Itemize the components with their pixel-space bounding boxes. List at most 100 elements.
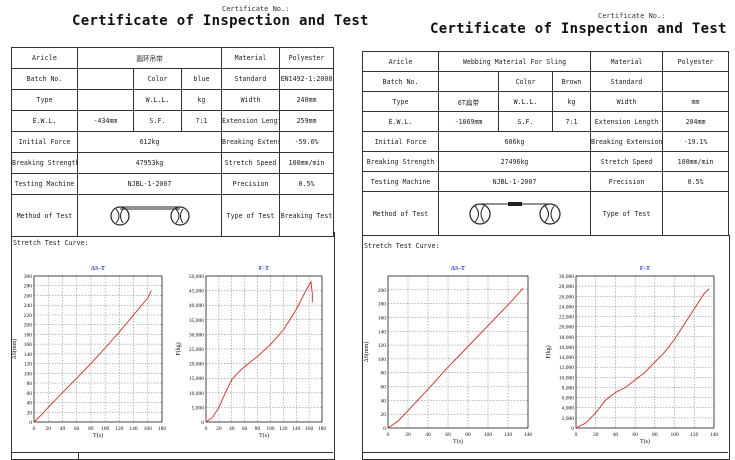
x-axis-label: T(s) [93,432,103,439]
initial-force-label: Initial Force [362,131,439,152]
y-tick-label: 20 [381,412,387,418]
y-tick-label: 25,000 [189,347,204,353]
breaking-extension-value: -59.6% [279,131,334,153]
batch-label: Batch No. [362,71,439,92]
el-label: E.W.L. [11,110,78,132]
y-tick-label: 180 [378,302,387,308]
y-tick-label: 2,000 [562,416,575,422]
extension-length-value: 204mm [662,111,730,132]
x-tick-label: 20 [45,426,51,432]
y-tick-label: 0 [571,426,574,432]
y-tick-label: 35,000 [189,318,204,324]
y-tick-label: 220 [24,313,33,319]
x-axis-label: T(s) [640,438,650,445]
extension-length-label: Extension Length [590,111,664,132]
extension-length-label: Extension Length [221,110,280,132]
x-tick-label: 140 [524,432,533,438]
type-of-test-value: Breaking Test [279,194,334,237]
method-of-test-schematic [77,194,222,237]
y-tick-label: 40,000 [189,303,204,309]
y-tick-label: 240 [24,303,33,309]
y-tick-label: 140 [24,352,33,358]
x-tick-label: 160 [144,426,153,432]
y-tick-label: 20 [27,410,33,416]
width-value: mm [662,91,730,112]
color-label: Color [498,71,553,92]
y-tick-label: 4,000 [562,406,575,412]
y-tick-label: 160 [378,315,387,321]
x-tick-label: 80 [255,426,261,432]
y-tick-label: 20,000 [189,362,204,368]
y-tick-label: 120 [24,362,33,368]
x-tick-label: 20 [405,432,411,438]
sf-label: S.F. [498,111,553,132]
y-tick-label: 60 [381,385,387,391]
x-tick-label: 20 [593,432,599,438]
testing-machine-label: Testing Machine [11,173,78,195]
article-value: 圆环吊带 [77,47,222,69]
color-label: Color [133,68,182,90]
y-tick-label: 140 [378,329,387,335]
x-tick-label: 40 [613,432,619,438]
y-tick-label: 0 [201,420,204,426]
type-value [77,89,134,111]
standard-value: EN1492-1:2008 [279,68,334,90]
y-tick-label: 200 [24,323,33,329]
breaking-extension-value: -19.1% [662,131,730,152]
batch-value [438,71,499,92]
el-label: E.W.L. [362,111,439,132]
chart-title: ΔS-T [451,265,466,272]
x-tick-label: 140 [292,426,301,432]
sf-label: S.F. [133,110,182,132]
x-tick-label: 80 [465,432,471,438]
x-tick-label: 100 [484,432,493,438]
chart-title: F-T [640,265,651,272]
y-tick-label: 40 [381,398,387,404]
chart-right-ds-t: ΔS-T 0 20 40 60 80 100 120 140 160 180 200 0 20 40 60 80… [363,265,533,445]
x-tick-label: 60 [242,426,248,432]
y-axis-label: F(kg) [175,342,182,355]
x-tick-label: 80 [88,426,94,432]
certificate-right: Certificate No.: Certificate of Inspecti… [358,0,730,460]
width-label: Width [221,89,280,111]
x-tick-label: 40 [60,426,66,432]
sf-value: 7:1 [181,110,222,132]
el-value: -434mm [77,110,134,132]
el-value: -1069mm [438,111,499,132]
article-label: Aricle [11,47,78,69]
breaking-strength-label: Breaking Strength [362,151,439,172]
y-tick-label: 280 [24,284,33,290]
color-value: blue [181,68,222,90]
x-tick-label: 120 [504,432,513,438]
inspection-table: Aricle 圆环吊带 Material Polyester Batch No.… [11,47,334,237]
data-series-line [205,280,313,423]
y-tick-label: 100 [24,371,33,377]
x-tick-label: 40 [425,432,431,438]
wll-label: W.L.L. [498,91,553,112]
certificate-number-label: Certificate No.: [598,12,666,20]
precision-value: 0.5% [662,171,730,192]
testing-machine-value: NJBL-1-2007 [437,171,592,192]
wll-unit: kg [181,89,222,111]
stretch-test-curve-label: Stretch Test Curve: [13,239,89,247]
type-of-test-label: Type of Test [221,194,280,237]
y-axis-label: F(kg) [545,345,552,358]
x-tick-label: 100 [670,432,679,438]
y-tick-label: 22,000 [559,315,574,321]
type-value: 6T扁带 [438,91,499,112]
plot-frame [575,275,715,429]
certificate-title: Certificate of Inspection and Test [72,13,369,29]
y-tick-label: 12,000 [559,365,574,371]
extension-length-value: 259mm [279,110,334,132]
width-label: Width [590,91,664,112]
x-tick-label: 120 [115,426,124,432]
color-value: Brown [551,71,592,92]
y-tick-label: 24,000 [559,304,574,310]
certificate-left: Certificate No.: Certificate of Inspecti… [0,0,368,460]
x-tick-label: 100 [101,426,110,432]
type-of-test-value [662,191,730,236]
y-tick-label: 80 [27,381,33,387]
x-tick-label: 0 [387,432,390,438]
x-tick-label: 140 [710,432,719,438]
y-tick-label: 180 [24,332,33,338]
